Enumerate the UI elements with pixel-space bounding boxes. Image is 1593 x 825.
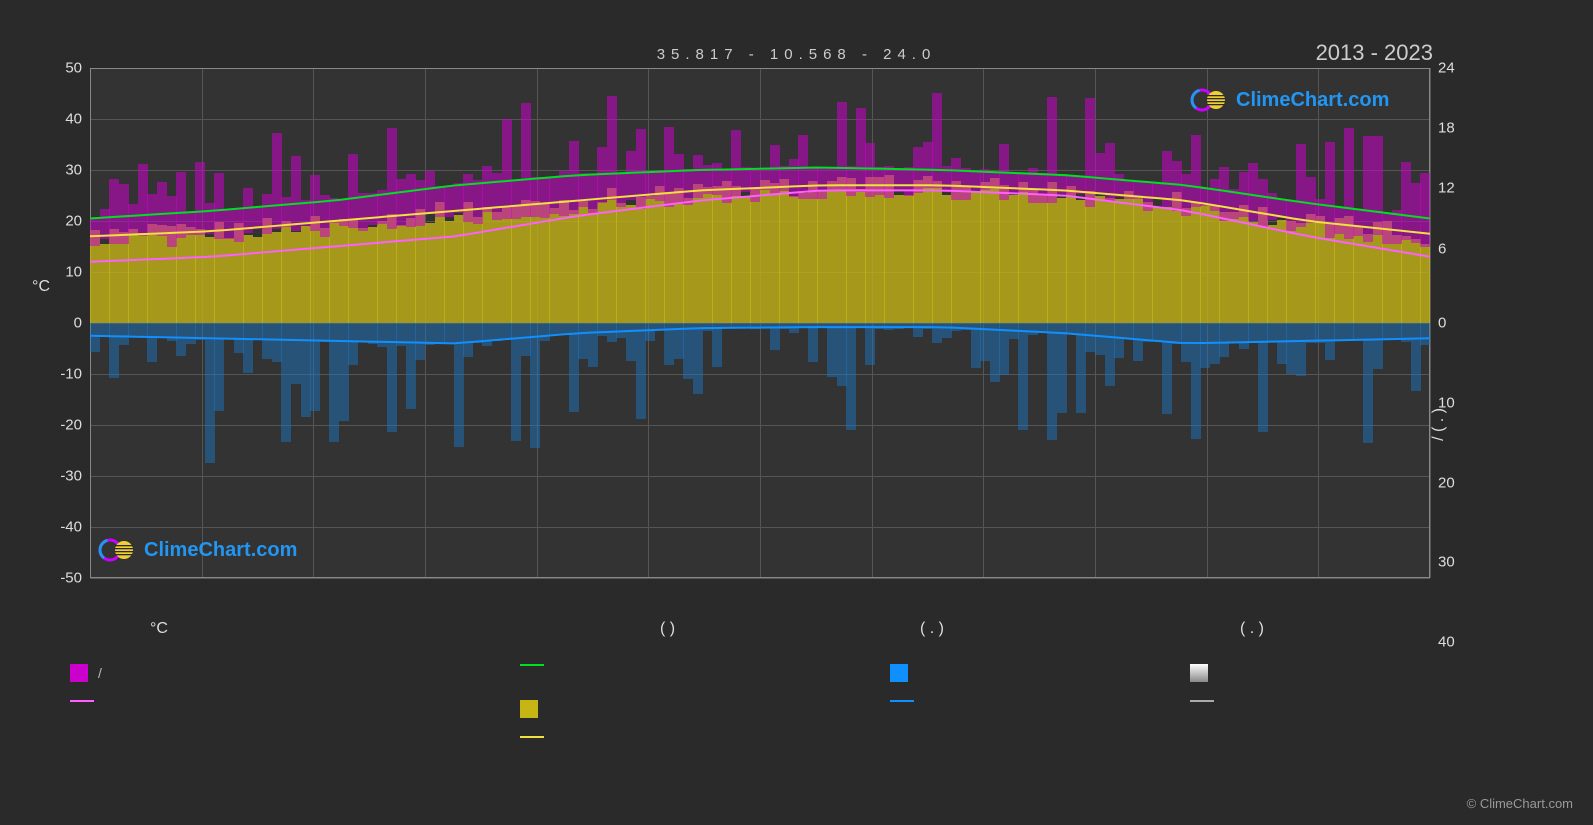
chart: 50403020100-10-20-30-40-50 2418126010203… bbox=[90, 68, 1430, 578]
legend: °C ( ) ( . ) ( . ) / bbox=[70, 620, 1530, 772]
right-tick-label: 30 bbox=[1430, 554, 1455, 571]
footer-credit: © ClimeChart.com bbox=[1467, 796, 1573, 811]
legend-header: °C bbox=[150, 620, 168, 638]
legend-item bbox=[520, 736, 554, 738]
right-tick-label: 0 bbox=[1430, 315, 1446, 332]
left-tick-label: 0 bbox=[74, 315, 90, 332]
left-tick-label: 30 bbox=[65, 162, 90, 179]
legend-item bbox=[70, 700, 104, 702]
legend-swatch bbox=[890, 700, 914, 702]
legend-header: ( . ) bbox=[920, 620, 944, 638]
left-tick-label: 50 bbox=[65, 60, 90, 77]
brand-text: ClimeChart.com bbox=[1236, 89, 1389, 112]
right-tick-label: 20 bbox=[1430, 474, 1455, 491]
right-axis-label: / ( . ) bbox=[1430, 408, 1488, 441]
legend-swatch bbox=[520, 736, 544, 738]
right-tick-label: 12 bbox=[1430, 180, 1455, 197]
legend-item bbox=[890, 664, 918, 682]
legend-item bbox=[520, 700, 548, 718]
left-tick-label: -20 bbox=[60, 417, 90, 434]
legend-item bbox=[520, 664, 554, 666]
legend-item: / bbox=[70, 664, 102, 682]
chart-lines-svg bbox=[90, 68, 1430, 578]
left-axis-label: °C bbox=[32, 278, 90, 296]
legend-swatch bbox=[70, 664, 88, 682]
legend-swatch bbox=[520, 700, 538, 718]
left-tick-label: -40 bbox=[60, 519, 90, 536]
legend-header: ( ) bbox=[660, 620, 675, 638]
legend-swatch bbox=[70, 700, 94, 702]
left-tick-label: -50 bbox=[60, 570, 90, 587]
legend-item bbox=[1190, 700, 1224, 702]
legend-swatch bbox=[520, 664, 544, 666]
left-tick-label: 40 bbox=[65, 111, 90, 128]
legend-item bbox=[1190, 664, 1218, 682]
right-tick-label: 6 bbox=[1430, 240, 1446, 257]
right-tick-label: 24 bbox=[1430, 60, 1455, 77]
legend-label: / bbox=[98, 665, 102, 681]
brand-icon bbox=[1190, 86, 1230, 114]
left-tick-label: 20 bbox=[65, 213, 90, 230]
right-tick-label: 18 bbox=[1430, 120, 1455, 137]
left-tick-label: -30 bbox=[60, 468, 90, 485]
legend-item bbox=[890, 700, 924, 702]
legend-header: ( . ) bbox=[1240, 620, 1264, 638]
left-tick-label: -10 bbox=[60, 366, 90, 383]
brand-text: ClimeChart.com bbox=[144, 539, 297, 562]
chart-year-range: 2013 - 2023 bbox=[1316, 40, 1433, 66]
brand-logo: ClimeChart.com bbox=[1190, 86, 1389, 114]
legend-swatch bbox=[1190, 664, 1208, 682]
legend-swatch bbox=[1190, 700, 1214, 702]
legend-swatch bbox=[890, 664, 908, 682]
brand-logo: ClimeChart.com bbox=[98, 536, 297, 564]
brand-icon bbox=[98, 536, 138, 564]
